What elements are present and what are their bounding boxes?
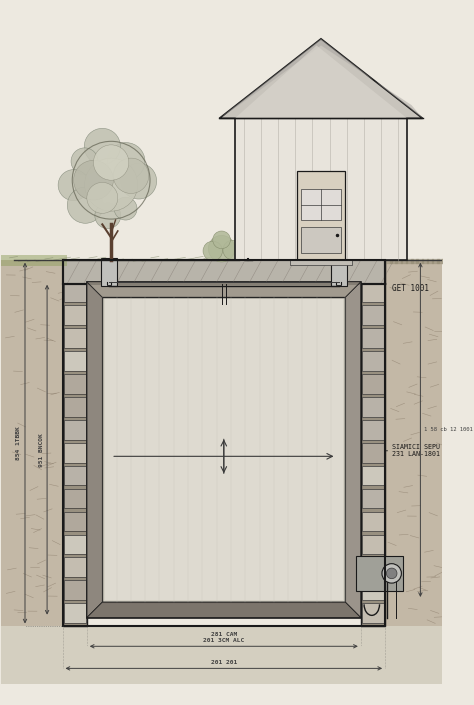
Bar bbox=[102, 298, 345, 602]
Bar bbox=[362, 534, 384, 554]
Circle shape bbox=[209, 235, 235, 262]
Bar bbox=[297, 171, 345, 259]
Circle shape bbox=[95, 203, 121, 228]
Bar bbox=[63, 259, 385, 284]
Bar bbox=[64, 419, 85, 439]
Bar bbox=[104, 300, 343, 600]
Polygon shape bbox=[0, 259, 63, 627]
Bar bbox=[101, 257, 117, 286]
Bar bbox=[362, 558, 384, 577]
Circle shape bbox=[113, 158, 149, 193]
Polygon shape bbox=[235, 45, 407, 118]
Bar bbox=[64, 443, 85, 462]
Bar bbox=[362, 489, 384, 508]
Bar bbox=[301, 226, 341, 253]
Bar bbox=[361, 259, 385, 627]
Bar bbox=[64, 282, 85, 302]
Bar bbox=[362, 419, 384, 439]
Circle shape bbox=[108, 142, 145, 180]
Polygon shape bbox=[0, 627, 443, 684]
Bar bbox=[362, 603, 384, 623]
Circle shape bbox=[93, 145, 129, 180]
Circle shape bbox=[73, 160, 113, 200]
Bar bbox=[362, 282, 384, 302]
Bar bbox=[64, 558, 85, 577]
Circle shape bbox=[203, 241, 222, 261]
Bar bbox=[64, 534, 85, 554]
Circle shape bbox=[71, 148, 98, 175]
Bar bbox=[362, 305, 384, 325]
Bar bbox=[87, 282, 361, 618]
Bar bbox=[64, 305, 85, 325]
Circle shape bbox=[213, 231, 230, 249]
Circle shape bbox=[223, 240, 242, 259]
Bar bbox=[64, 489, 85, 508]
Bar bbox=[331, 257, 346, 286]
Bar bbox=[356, 556, 403, 591]
Text: GET 1001: GET 1001 bbox=[365, 279, 428, 293]
Bar bbox=[362, 512, 384, 532]
Bar bbox=[362, 259, 384, 278]
Bar bbox=[64, 603, 85, 623]
Bar bbox=[362, 397, 384, 417]
Bar bbox=[64, 465, 85, 486]
Bar bbox=[362, 580, 384, 601]
Circle shape bbox=[121, 164, 156, 199]
Bar bbox=[63, 259, 87, 627]
Bar bbox=[63, 259, 385, 627]
Circle shape bbox=[84, 128, 120, 164]
Text: SIAMICI SEPU
231 LAN-1801: SIAMICI SEPU 231 LAN-1801 bbox=[392, 444, 440, 458]
Circle shape bbox=[58, 170, 89, 201]
Circle shape bbox=[67, 188, 103, 223]
Bar bbox=[64, 350, 85, 371]
Polygon shape bbox=[87, 282, 102, 618]
Bar bbox=[362, 350, 384, 371]
Text: 951 BNCOK: 951 BNCOK bbox=[38, 433, 44, 467]
Bar bbox=[362, 328, 384, 348]
Text: 854 1TBBK: 854 1TBBK bbox=[17, 427, 21, 460]
Circle shape bbox=[114, 197, 137, 220]
Text: 1 58 cb 12 1001: 1 58 cb 12 1001 bbox=[424, 427, 473, 432]
Circle shape bbox=[386, 568, 397, 579]
Circle shape bbox=[85, 158, 137, 211]
Bar bbox=[235, 118, 407, 259]
Bar bbox=[290, 259, 352, 265]
Text: 281 CAM
201 3CM ALC: 281 CAM 201 3CM ALC bbox=[203, 632, 245, 643]
Bar bbox=[362, 374, 384, 393]
Polygon shape bbox=[87, 282, 361, 298]
Bar bbox=[64, 328, 85, 348]
Bar bbox=[64, 512, 85, 532]
Polygon shape bbox=[219, 39, 423, 118]
Text: 201 201: 201 201 bbox=[210, 660, 237, 665]
Polygon shape bbox=[345, 282, 361, 618]
Text: GIATE ESINDER AOM
561 CAN-110°: GIATE ESINDER AOM 561 CAN-110° bbox=[111, 527, 190, 577]
Circle shape bbox=[87, 183, 118, 214]
Polygon shape bbox=[385, 259, 443, 627]
Bar bbox=[362, 443, 384, 462]
Bar bbox=[301, 189, 341, 220]
Bar bbox=[64, 397, 85, 417]
Text: MAI2CM03DE
281 CURT-80T: MAI2CM03DE 281 CURT-80T bbox=[210, 387, 265, 406]
Circle shape bbox=[382, 564, 401, 583]
Bar bbox=[64, 259, 85, 278]
Polygon shape bbox=[219, 39, 423, 118]
Bar bbox=[362, 465, 384, 486]
Polygon shape bbox=[0, 255, 67, 266]
Bar bbox=[64, 580, 85, 601]
Bar bbox=[64, 374, 85, 393]
Polygon shape bbox=[87, 602, 361, 618]
